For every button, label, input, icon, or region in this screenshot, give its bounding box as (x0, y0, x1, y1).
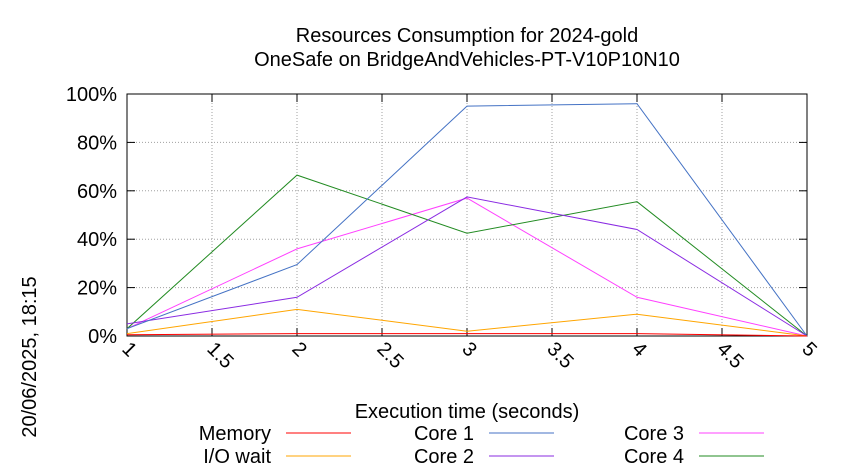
chart-subtitle: OneSafe on BridgeAndVehicles-PT-V10P10N1… (254, 49, 680, 71)
x-tick-label: 4 (627, 338, 650, 361)
series-line-i-o-wait (126, 308, 808, 337)
grid-lines (127, 94, 807, 336)
series-line-core-1 (126, 103, 808, 337)
series-line-core-4 (126, 174, 808, 337)
chart-title: Resources Consumption for 2024-gold (296, 25, 638, 47)
x-tick-label: 4.5 (712, 338, 747, 373)
x-tick-label: 3 (457, 338, 480, 361)
y-tick-label: 20% (77, 278, 117, 300)
legend-label: Core 3 (624, 423, 684, 445)
series-line-core-3 (126, 197, 808, 337)
legend-label: Memory (199, 423, 271, 445)
x-tick-label: 1.5 (202, 338, 237, 373)
x-tick-label: 2 (287, 338, 310, 361)
y-tick-label: 100% (66, 84, 117, 106)
legend-label: Core 4 (624, 446, 684, 468)
axes (126, 93, 808, 337)
y-tick-label: 60% (77, 181, 117, 203)
series-lines (126, 103, 808, 337)
series-line-memory (126, 333, 808, 337)
x-axis-label: Execution time (seconds) (355, 401, 580, 423)
x-tick-label: 2.5 (372, 338, 407, 373)
x-tick-label: 3.5 (542, 338, 577, 373)
y-tick-label: 0% (88, 326, 117, 348)
legend-label: I/O wait (203, 446, 271, 468)
plot-frame (126, 93, 808, 337)
x-tick-label: 1 (117, 338, 140, 361)
legend-label: Core 1 (414, 423, 474, 445)
y-tick-label: 40% (77, 229, 117, 251)
y-tick-label: 80% (77, 132, 117, 154)
x-tick-label: 5 (797, 338, 820, 361)
timestamp-label: 20/06/2025, 18:15 (19, 276, 41, 437)
y-tick-labels: 0% 20% 40% 60% 80% 100% (66, 84, 117, 348)
x-tick-labels: 1 1.5 2 2.5 3 3.5 4 4.5 5 (117, 338, 820, 373)
series-line-core-2 (126, 196, 808, 337)
legend-label: Core 2 (414, 446, 474, 468)
